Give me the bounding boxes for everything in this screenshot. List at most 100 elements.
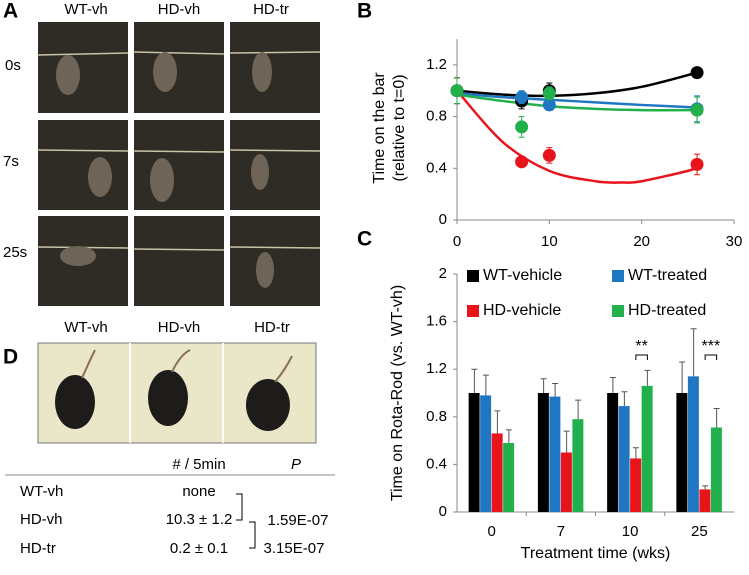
legend-swatch	[612, 270, 624, 282]
mice	[56, 52, 274, 288]
significance-bracket	[635, 354, 648, 360]
bar	[607, 393, 619, 512]
point	[542, 86, 556, 100]
x-tick-label: 20	[633, 233, 650, 250]
fit-line	[456, 93, 698, 112]
error-bar	[632, 447, 639, 459]
y-axis-label: Time on Rota-Rod (vs. WT-vh)	[389, 285, 406, 501]
table-cell: HD-tr	[20, 540, 56, 557]
fit-line	[456, 71, 698, 98]
column-label: HD-tr	[253, 1, 289, 18]
bar	[676, 393, 688, 512]
annotation: **	[635, 338, 647, 355]
panel-label: A	[3, 0, 18, 23]
fit-line	[456, 89, 698, 184]
mouse	[246, 379, 290, 431]
mouse	[56, 55, 80, 95]
row-label: 25s	[3, 244, 27, 261]
bar-rod	[133, 51, 225, 55]
mouse	[256, 252, 274, 288]
error-bar	[713, 407, 720, 428]
x-tick-label: 30	[726, 233, 743, 250]
legend-label: WT-vehicle	[483, 267, 562, 284]
y-tick-label: 0.4	[426, 455, 447, 472]
mouse	[55, 375, 95, 429]
column-label: HD-vh	[158, 1, 201, 18]
point	[450, 84, 464, 98]
mouse	[153, 52, 177, 92]
photo	[230, 120, 320, 210]
table-header: # / 5min	[172, 456, 225, 473]
photo	[134, 22, 224, 113]
y-axis-label: Time on the bar	[371, 72, 388, 184]
table-cell: HD-vh	[20, 511, 63, 528]
y-tick-label: 0	[439, 503, 447, 520]
annotation: ***	[702, 338, 721, 355]
error-bar	[575, 399, 582, 420]
point	[690, 66, 704, 80]
table-cell: WT-vh	[20, 483, 63, 500]
mouse	[252, 52, 272, 92]
photo	[134, 120, 224, 210]
bar	[630, 458, 642, 512]
tails	[81, 349, 293, 383]
bar	[491, 433, 503, 512]
y-tick-label: 0.8	[426, 108, 447, 125]
bar-rod	[133, 150, 225, 153]
error-bar	[552, 382, 559, 397]
error-bar	[609, 377, 616, 393]
x-tick-label: 25	[691, 523, 708, 540]
legend-label: WT-treated	[628, 267, 707, 284]
panel-label: D	[3, 346, 18, 369]
point	[690, 103, 704, 117]
mouse	[88, 157, 112, 197]
y-tick-label: 1.6	[426, 313, 447, 330]
point	[542, 98, 556, 112]
point	[515, 90, 529, 104]
brackets	[236, 493, 256, 549]
mouse	[150, 158, 174, 202]
error-bar	[471, 368, 478, 393]
bar-rod	[133, 248, 225, 251]
y-tick-label: 1.2	[426, 56, 447, 73]
error-bar	[540, 378, 547, 393]
x-tick-label: 0	[487, 523, 495, 540]
column-label: WT-vh	[64, 1, 107, 18]
bar	[549, 396, 561, 512]
row-label: 0s	[5, 57, 21, 74]
error-bar	[690, 328, 697, 377]
column-label: WT-vh	[64, 319, 107, 336]
x-tick-label: 0	[453, 233, 461, 250]
panel-label: C	[357, 228, 372, 251]
fit-line	[456, 92, 698, 109]
bar	[710, 427, 722, 512]
bar	[537, 393, 549, 512]
p-value: 3.15E-07	[264, 540, 325, 557]
point	[515, 155, 529, 169]
table-header: P	[291, 456, 301, 473]
bar	[560, 452, 572, 512]
y-tick-label: 2	[439, 265, 447, 282]
photo	[230, 216, 320, 306]
bar-rod	[229, 246, 321, 249]
error-bar	[563, 430, 570, 453]
photo	[38, 120, 128, 210]
bar-rod	[229, 149, 321, 152]
mouse	[60, 246, 96, 266]
bar-rod	[229, 51, 321, 54]
y-tick-label: 0.8	[426, 408, 447, 425]
legend-swatch	[612, 305, 624, 317]
bar	[572, 419, 584, 512]
error-bar	[482, 374, 489, 396]
bar	[618, 406, 630, 512]
error-bar	[505, 429, 512, 443]
significance-bracket	[704, 354, 718, 360]
legend-swatch	[467, 305, 479, 317]
error-bar	[621, 391, 628, 407]
column-label: HD-tr	[254, 319, 290, 336]
point	[515, 120, 529, 134]
y-tick-label: 0.4	[426, 159, 447, 176]
panel-label: B	[357, 0, 372, 23]
x-tick-label: 10	[622, 523, 639, 540]
